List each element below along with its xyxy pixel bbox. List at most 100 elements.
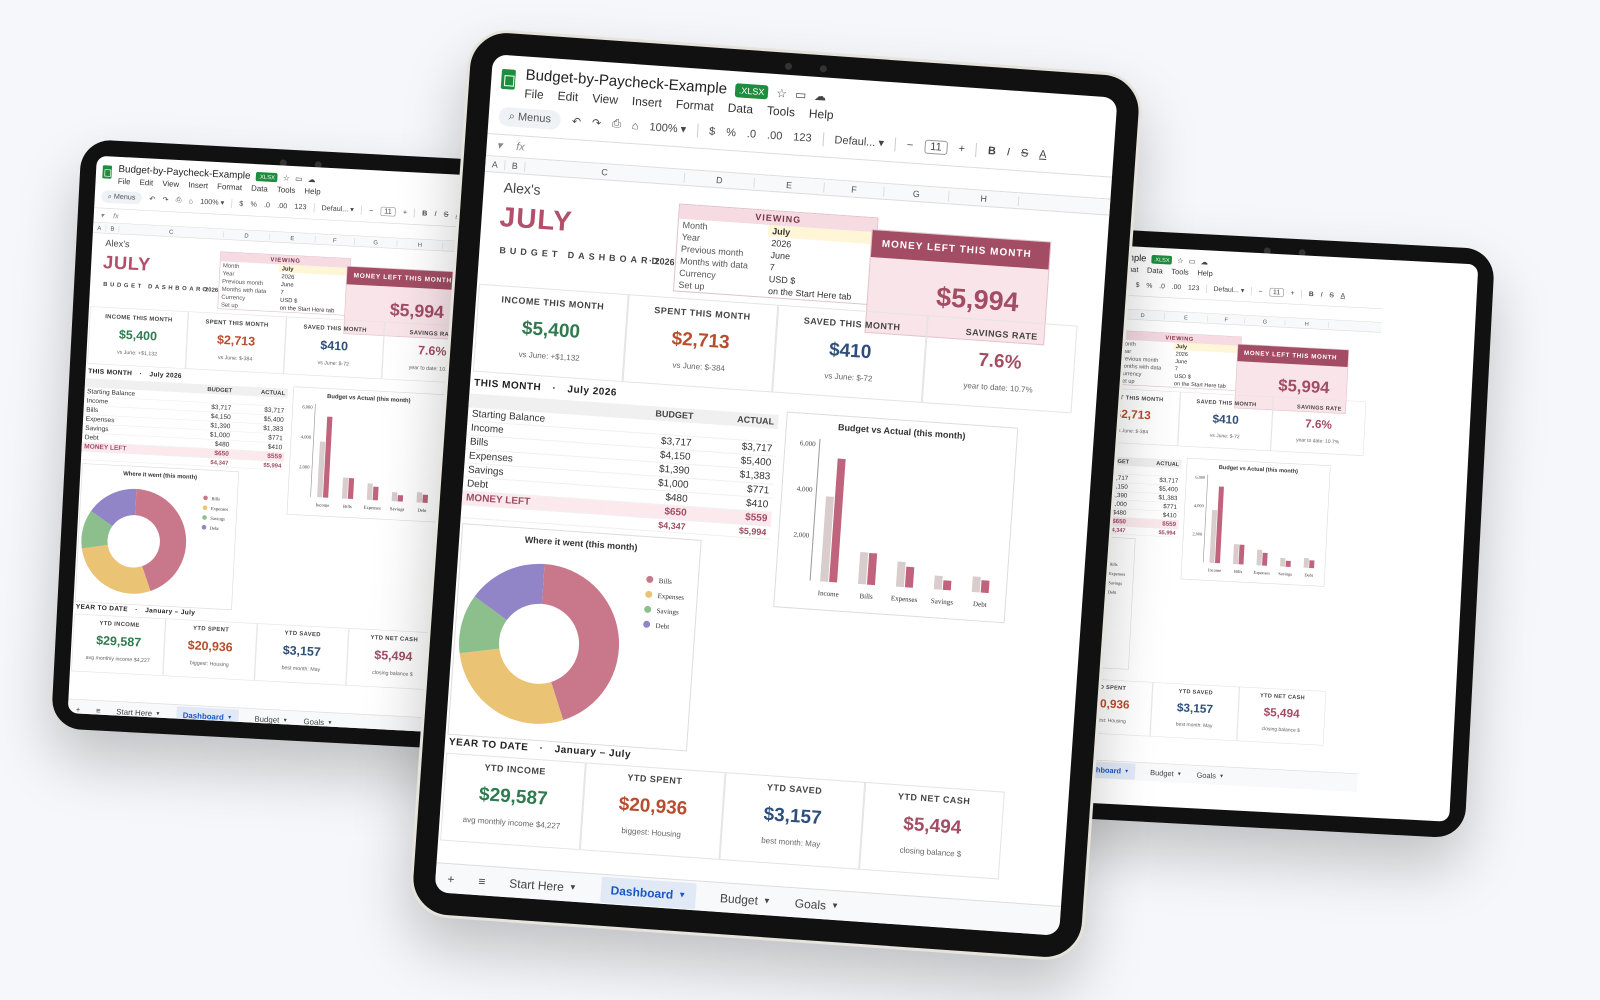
zoom-select[interactable]: 100% ▾: [649, 121, 687, 136]
bar-bills-budget[interactable]: [1232, 544, 1239, 565]
font-size-input[interactable]: 11: [1269, 287, 1285, 297]
bar-savings-budget[interactable]: [391, 492, 398, 502]
bar-bills-budget[interactable]: [857, 551, 869, 585]
decrease-decimal-button[interactable]: .0: [746, 127, 757, 141]
col-header-b[interactable]: B: [505, 159, 526, 172]
italic-button[interactable]: I: [1320, 290, 1323, 299]
bar-savings-actual[interactable]: [942, 580, 952, 591]
font-size-minus[interactable]: −: [906, 138, 914, 152]
bar-income-budget[interactable]: [1209, 510, 1218, 563]
bar-debt-actual[interactable]: [980, 580, 990, 594]
text-color-button[interactable]: A: [1038, 148, 1047, 161]
name-box[interactable]: ▾: [496, 139, 503, 153]
add-sheet-button[interactable]: +: [75, 704, 81, 714]
col-header-e[interactable]: E: [269, 233, 316, 243]
bar-income-budget[interactable]: [317, 441, 326, 498]
menus-search[interactable]: ⌕ Menus: [100, 190, 143, 205]
text-color-button[interactable]: A: [1340, 291, 1346, 300]
percent-button[interactable]: %: [725, 126, 737, 139]
star-icon[interactable]: ☆: [1176, 255, 1184, 265]
pie-slice-debt[interactable]: [90, 487, 137, 528]
bar-debt-actual[interactable]: [422, 494, 429, 503]
menu-file[interactable]: File: [523, 86, 545, 102]
font-size-plus[interactable]: +: [402, 208, 408, 217]
font-size-input[interactable]: 11: [380, 206, 396, 217]
increase-decimal-button[interactable]: .00: [1171, 282, 1182, 291]
pie-slice-savings[interactable]: [458, 595, 508, 656]
bar-income-actual[interactable]: [1214, 486, 1224, 564]
col-header-h[interactable]: H: [948, 190, 1020, 206]
redo-icon[interactable]: ↷: [162, 195, 169, 205]
bar-chart-box[interactable]: Budget vs Actual (this month) 6,000 4,000…: [1180, 457, 1331, 587]
tab-start-here[interactable]: Start Here ▼: [116, 707, 161, 718]
bar-expenses-budget[interactable]: [1256, 549, 1263, 566]
cloud-icon[interactable]: ☁: [813, 88, 827, 104]
bar-expenses-budget[interactable]: [895, 561, 906, 588]
strikethrough-button[interactable]: S: [443, 210, 449, 219]
number-format-button[interactable]: 123: [294, 202, 307, 211]
print-icon[interactable]: ⎙: [611, 117, 622, 131]
tab-budget[interactable]: Budget ▼: [1150, 768, 1182, 778]
actual-total[interactable]: $5,994: [1127, 526, 1179, 538]
font-select[interactable]: Defaul... ▾: [1213, 285, 1245, 295]
pie-slice-debt[interactable]: [473, 559, 545, 622]
all-sheets-button[interactable]: ≡: [477, 873, 486, 889]
bar-chart-box[interactable]: Budget vs Actual (this month) 6,000 4,000…: [773, 411, 1019, 624]
tab-goals[interactable]: Goals ▼: [303, 717, 332, 728]
bar-income-budget[interactable]: [820, 496, 835, 582]
italic-button[interactable]: I: [1006, 145, 1011, 158]
bold-button[interactable]: B: [421, 209, 428, 218]
col-header-a[interactable]: A: [485, 158, 506, 170]
tab-dashboard[interactable]: Dashboard ▼: [599, 876, 697, 909]
tab-dashboard[interactable]: Dashboard ▼: [175, 705, 240, 727]
bar-expenses-budget[interactable]: [366, 483, 373, 501]
col-header-h[interactable]: H: [397, 239, 444, 249]
redo-icon[interactable]: ↷: [591, 117, 602, 130]
cloud-icon[interactable]: ☁: [307, 174, 316, 184]
col-header-f[interactable]: F: [1207, 315, 1246, 324]
bar-expenses-actual[interactable]: [1262, 552, 1268, 566]
tab-start-here[interactable]: Start Here ▼: [509, 876, 577, 895]
add-sheet-button[interactable]: +: [446, 871, 455, 886]
number-format-button[interactable]: 123: [792, 130, 813, 145]
actual-total[interactable]: $5,994: [230, 458, 285, 471]
bar-savings-budget[interactable]: [1280, 557, 1286, 567]
bar-debt-budget[interactable]: [416, 492, 423, 503]
bar-expenses-actual[interactable]: [904, 566, 915, 588]
col-header-g[interactable]: G: [1244, 317, 1286, 326]
currency-button[interactable]: $: [239, 199, 244, 208]
bar-expenses-actual[interactable]: [372, 486, 379, 501]
col-header-a[interactable]: A: [92, 224, 107, 232]
bold-button[interactable]: B: [1308, 290, 1314, 298]
bar-savings-actual[interactable]: [1285, 560, 1291, 567]
star-icon[interactable]: ☆: [775, 85, 788, 101]
bar-bills-actual[interactable]: [866, 552, 878, 586]
font-select[interactable]: Defaul... ▾: [321, 204, 355, 214]
percent-button[interactable]: %: [1146, 281, 1153, 290]
bar-bills-actual[interactable]: [347, 478, 355, 500]
col-header-d[interactable]: D: [223, 230, 270, 240]
col-header-e[interactable]: E: [754, 177, 825, 193]
folder-icon[interactable]: ▭: [294, 173, 303, 184]
bar-debt-actual[interactable]: [1309, 560, 1315, 569]
currency-button[interactable]: $: [708, 124, 716, 138]
sheets-logo-icon[interactable]: [102, 165, 113, 179]
bar-savings-budget[interactable]: [933, 575, 943, 590]
font-size-minus[interactable]: −: [368, 206, 374, 215]
italic-button[interactable]: I: [434, 209, 437, 218]
currency-button[interactable]: $: [1135, 281, 1140, 289]
col-header-h[interactable]: H: [1285, 319, 1329, 328]
tab-goals[interactable]: Goals ▼: [1196, 770, 1224, 780]
paint-format-icon[interactable]: ⌂: [631, 119, 639, 132]
pie-slice-bills[interactable]: [131, 489, 189, 593]
paint-format-icon[interactable]: ⌂: [188, 196, 194, 206]
zoom-select[interactable]: 100% ▾: [199, 197, 225, 207]
print-icon[interactable]: ⎙: [175, 195, 182, 205]
bar-bills-actual[interactable]: [1238, 544, 1245, 565]
font-size-plus[interactable]: +: [958, 142, 966, 155]
bar-debt-budget[interactable]: [971, 576, 981, 593]
pie-slice-bills[interactable]: [534, 564, 625, 724]
pie-slice-savings[interactable]: [81, 510, 113, 550]
col-header-d[interactable]: D: [1121, 310, 1165, 320]
